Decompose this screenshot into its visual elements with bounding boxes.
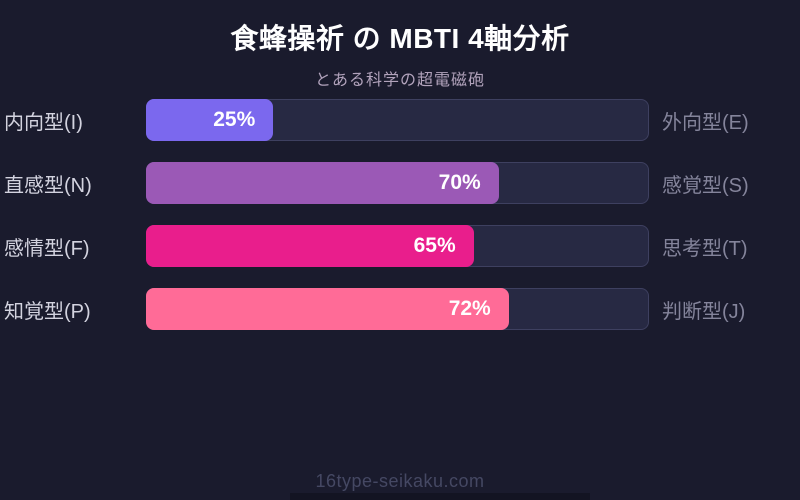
site-watermark: 16type-seikaku.com (315, 471, 485, 491)
axis-left-label: 知覚型(P) (4, 300, 91, 323)
axis-right-label: 判断型(J) (662, 300, 746, 323)
axis-value-label: 70% (438, 171, 481, 194)
axis-row: 知覚型(P) 72% 判断型(J) (0, 288, 800, 330)
axis-track: 65% (146, 225, 649, 267)
axis-bar: 72% (146, 288, 509, 330)
page-title: 食蜂操祈 の MBTI 4軸分析 (230, 23, 570, 54)
axis-right-label: 思考型(T) (662, 237, 748, 260)
axis-value-label: 65% (413, 234, 456, 257)
page-subtitle: とある科学の超電磁砲 (314, 72, 485, 89)
axis-row: 感情型(F) 65% 思考型(T) (0, 225, 800, 267)
axis-bar: 70% (146, 162, 499, 204)
axis-track: 25% (146, 99, 649, 141)
axis-row: 内向型(I) 25% 外向型(E) (0, 99, 800, 141)
axis-track: 70% (146, 162, 649, 204)
axis-left-label: 直感型(N) (4, 174, 92, 197)
axis-value-label: 72% (448, 297, 491, 320)
bottom-strip (290, 493, 590, 500)
mbti-axis-chart: 内向型(I) 25% 外向型(E) 直感型(N) 70% 感覚型(S) 感情型(… (0, 99, 800, 351)
axis-row: 直感型(N) 70% 感覚型(S) (0, 162, 800, 204)
axis-right-label: 感覚型(S) (662, 174, 749, 197)
axis-value-label: 25% (213, 108, 256, 131)
axis-left-label: 内向型(I) (4, 111, 83, 134)
axis-track: 72% (146, 288, 649, 330)
axis-left-label: 感情型(F) (4, 237, 90, 260)
axis-right-label: 外向型(E) (662, 111, 749, 134)
axis-bar: 65% (146, 225, 474, 267)
axis-bar: 25% (146, 99, 274, 141)
